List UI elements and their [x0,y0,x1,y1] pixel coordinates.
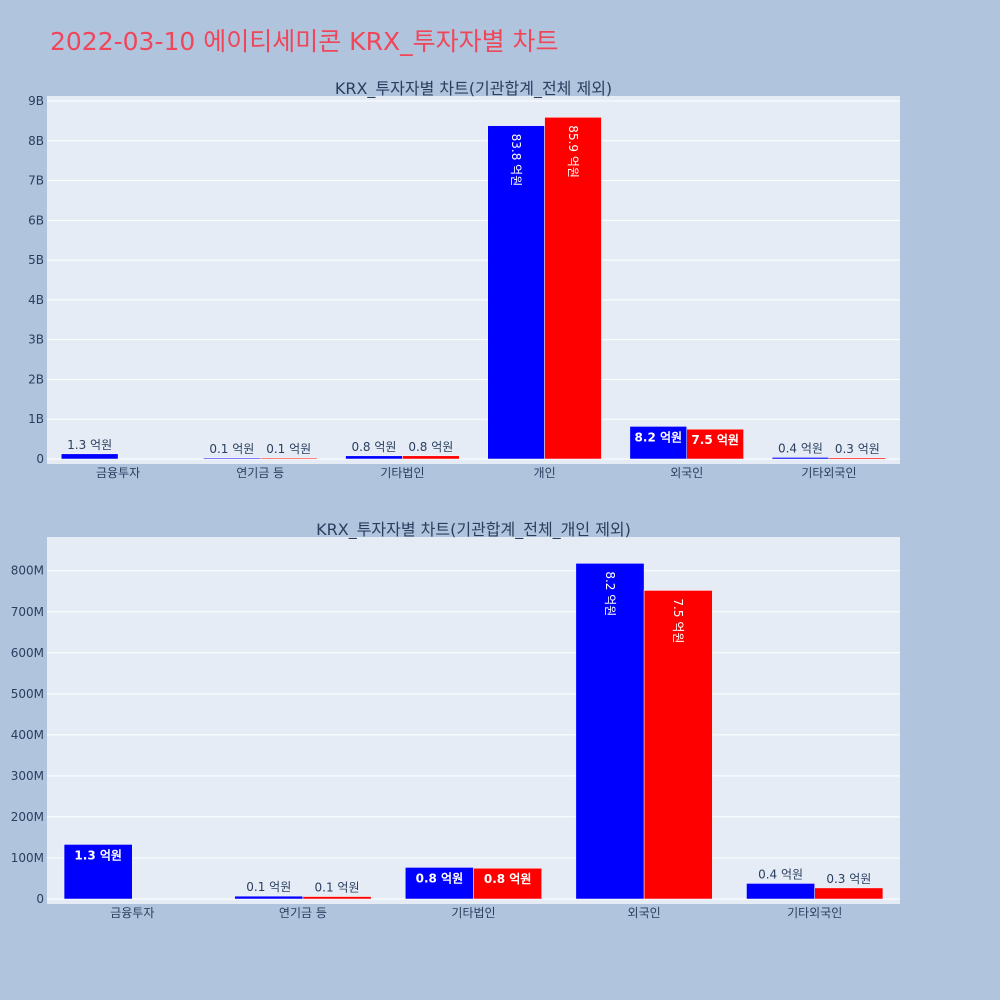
bar-label: 85.9 억원 [566,125,580,178]
x-tick-label: 연기금 등 [236,466,284,480]
bar [771,457,830,460]
bar [302,896,372,900]
page-title: 2022-03-10 에이티세미콘 KRX_투자자별 차트 [50,27,559,56]
bar [746,883,815,900]
y-tick-label: 5B [28,253,44,267]
y-tick-label: 4B [28,293,44,307]
y-tick-label: 2B [28,372,44,386]
bar-label: 83.8 억원 [509,134,523,187]
bar-label: 1.3 억원 [67,438,112,452]
bar-label: 8.2 억원 [603,571,617,616]
bar [203,457,261,460]
bar [345,455,403,460]
bar [60,453,119,460]
y-tick-label: 600M [11,646,44,660]
y-tick-label: 6B [28,213,44,227]
x-tick-label: 기타법인 [380,466,424,480]
bar-label: 7.5 억원 [691,433,739,447]
x-tick-label: 기타외국인 [787,906,842,920]
plot-area [47,537,900,904]
y-tick-label: 800M [11,564,44,578]
x-tick-label: 외국인 [628,906,661,920]
bar-label: 0.1 억원 [266,442,311,456]
x-tick-label: 연기금 등 [279,906,327,920]
y-tick-label: 1B [28,412,44,426]
x-tick-label: 기타법인 [451,906,495,920]
bar-label: 0.1 억원 [315,881,360,895]
y-tick-label: 0 [36,892,44,906]
x-tick-label: 금융투자 [96,466,140,480]
bar [814,887,884,900]
y-tick-label: 300M [11,769,44,783]
x-tick-label: 외국인 [670,466,703,480]
bar-label: 0.3 억원 [835,442,880,456]
y-tick-label: 100M [11,851,44,865]
bar [487,125,545,460]
bar-label: 0.4 억원 [758,867,803,881]
bar [544,117,602,460]
bar-label: 0.1 억원 [246,880,291,894]
plot-area [47,96,900,464]
x-tick-label: 금융투자 [110,906,154,920]
bar [575,563,645,900]
bar [643,590,713,900]
y-tick-label: 9B [28,94,44,108]
y-tick-label: 200M [11,810,44,824]
bar [63,844,133,900]
bar-label: 0.3 억원 [826,872,871,886]
bar [686,428,744,460]
bar [405,867,474,900]
y-tick-label: 7B [28,174,44,188]
y-tick-label: 400M [11,728,44,742]
bar [473,867,542,900]
bar [402,455,460,460]
bar [260,457,318,460]
bar-label: 0.1 억원 [209,442,254,456]
chart-title: KRX_투자자별 차트(기관합계_전체 제외) [335,79,612,99]
bar-label: 0.8 억원 [416,871,464,885]
chart-title: KRX_투자자별 차트(기관합계_전체_개인 제외) [316,520,631,540]
y-tick-label: 700M [11,605,44,619]
x-tick-label: 개인 [534,466,556,480]
chart-1: 0 1B 2B 3B 4B 5B 6B 7B 8B 9B KRX_투자자별 차트(기관합계_전체 제… [28,79,900,480]
bar-label: 0.4 억원 [778,441,823,455]
bar [828,457,887,460]
x-tick-label: 기타외국인 [801,466,856,480]
y-tick-label: 0 [36,452,44,466]
bar [629,426,688,460]
y-tick-label: 3B [28,333,44,347]
y-tick-label: 500M [11,687,44,701]
y-tick-label: 8B [28,134,44,148]
bar-label: 0.8 억원 [484,872,532,886]
bar-label: 0.8 억원 [408,440,453,454]
bar-label: 0.8 억원 [351,440,396,454]
bar-label: 1.3 억원 [74,848,122,862]
chart-2: 0 100M 200M 300M 400M 500M 600M 700M 800M KRX_투자자… [11,520,900,920]
bar [234,895,304,900]
bar-label: 8.2 억원 [635,430,683,444]
bar-label: 7.5 억원 [671,598,685,643]
